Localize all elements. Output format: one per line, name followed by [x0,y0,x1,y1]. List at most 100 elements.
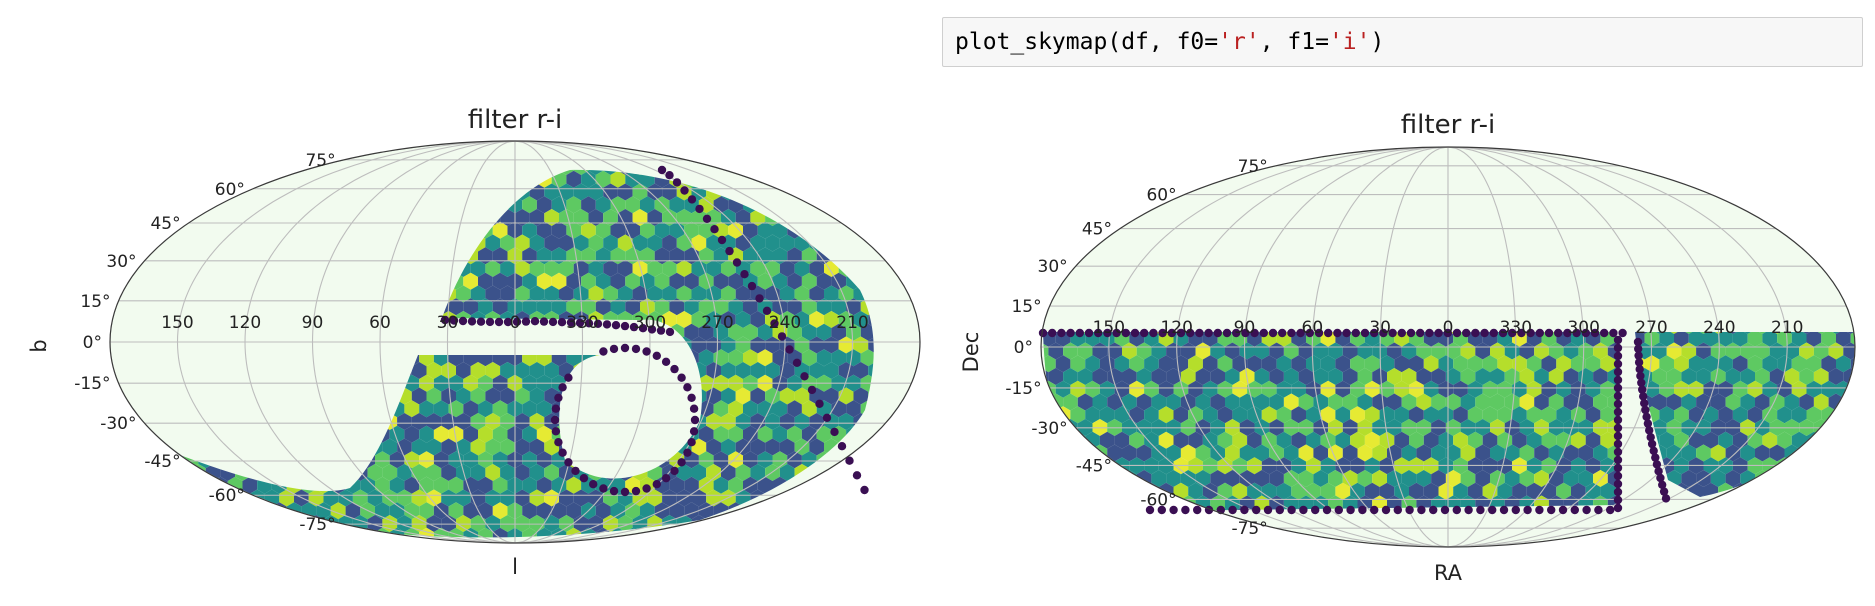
hexbin-cell [478,298,493,316]
edge-point [1397,328,1407,338]
hexbin-cell [206,541,221,558]
hexbin-cell [1107,393,1122,411]
edge-point [1635,365,1644,374]
hexbin-cell [920,324,935,341]
hexbin-cell [898,260,913,277]
edge-point [785,345,794,354]
hexbin-cell [1828,444,1844,462]
hexbin-cell [779,234,795,252]
hexbin-cell [868,209,874,226]
hexbin-cell [625,170,640,188]
hexbin-cell [235,169,250,175]
hexbin-cell [1078,521,1093,538]
hexbin-cell [860,221,874,239]
hexbin-cell [868,464,874,481]
hexbin-cell [125,451,140,468]
skymap-galactic: 150 120 90 60 30 0 330 300 270 240 210 75°60°45°30… [27,105,935,579]
hexbin-cell [1093,521,1108,538]
hexbin-cell [1548,444,1564,462]
hexbin-cell [617,209,633,226]
hexbin-cell [1836,202,1851,219]
hexbin-cell [1791,482,1807,500]
hexbin-cell [1747,355,1763,373]
hexbin-cell [485,260,501,277]
hexbin-cell [677,133,692,150]
hexbin-cell [1188,355,1203,373]
hexbin-cell [1829,215,1844,232]
hexbin-cell [1099,380,1115,398]
hexbin-cell [1467,482,1483,500]
hexbin-cell [1129,431,1145,449]
hexbin-cell [728,145,743,162]
code-cell[interactable]: plot_skymap(df, f0='r', f1='i') [942,17,1863,67]
hexbin-cell [654,221,670,239]
hexbin-cell [1850,457,1855,475]
edge-point [1112,328,1121,338]
edge-point [1613,359,1623,369]
hexbin-cell [920,451,935,468]
y-tick-label: -75° [1231,519,1267,539]
hexbin-cell [1240,139,1255,156]
hexbin-cell [809,311,824,328]
hexbin-cell [183,196,199,214]
edge-point [1417,505,1426,515]
hexbin-cell [1401,393,1417,411]
hexbin-cell [1578,393,1594,411]
hexbin-cell [1762,406,1778,424]
y-tick-label: 45° [1082,220,1112,240]
hexbin-cell [1821,457,1836,475]
hexbin-cell [743,476,758,494]
hexbin-cell [1799,164,1814,181]
hexbin-cell [1070,508,1086,512]
hexbin-cell [169,145,184,162]
hexbin-cell [1556,355,1571,373]
hexbin-cell [1085,482,1100,500]
hexbin-cell [1445,470,1461,487]
hexbin-cell [698,425,714,443]
edge-point [1452,328,1462,338]
edge-point [1145,505,1155,515]
hexbin-cell [905,145,920,162]
hexbin-cell [772,170,788,188]
hexbin-cell [287,145,302,162]
edge-point [830,427,839,437]
hexbin-cell [1490,547,1505,564]
hexbin-cell [1070,534,1085,551]
hexbin-cell [588,285,604,303]
hexbin-cell [898,413,913,430]
hexbin-cell [1726,521,1741,538]
hexbin-cell [117,515,132,532]
hexbin-cell [1048,241,1063,258]
hexbin-cell [500,260,515,277]
hexbin-cell [603,183,618,201]
hexbin-cell [1173,406,1189,424]
hexbin-cell [1423,355,1439,373]
hexbin-cell [1467,406,1483,424]
hexbin-cell [750,260,766,277]
hexbin-cell [1320,355,1336,373]
hexbin-cell [1748,534,1763,551]
hexbin-cell [1063,393,1078,411]
hexbin-cell [898,490,913,507]
hexbin-cell [1777,534,1792,551]
hexbin-cell [1762,431,1778,449]
hexbin-cell [779,413,795,430]
y-tick-label: -60° [1140,490,1176,510]
hexbin-cell [743,221,758,239]
hexbin-cell [1357,393,1373,411]
hexbin-cell [1578,444,1594,462]
x-tick-labels: 150 120 90 60 30 0 330 300 270 240 210 [1093,318,1804,338]
hexbin-cell [294,133,309,150]
y-axis-label: Dec [959,332,983,373]
hexbin-cell [1755,521,1770,538]
hexbin-cell [1747,508,1763,512]
hexbin-cell [1394,482,1410,500]
hexbin-cell [662,489,677,507]
edge-point [1333,328,1342,338]
hexbin-cell [1644,355,1660,373]
hexbin-cell [1755,547,1770,564]
hexbin-cell [589,541,604,558]
hexbin-cell [103,184,118,201]
hexbin-cell [743,425,758,443]
hexbin-cell [824,311,839,328]
